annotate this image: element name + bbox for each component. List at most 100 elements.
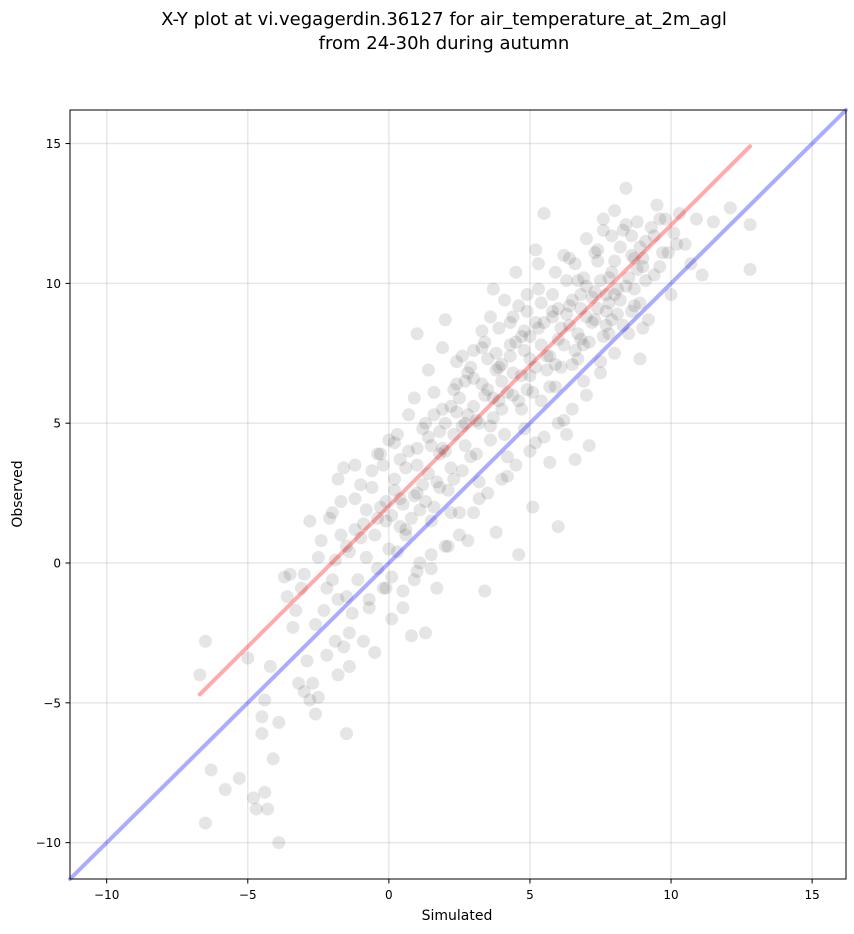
data-point-183 — [594, 274, 608, 288]
data-point-245 — [365, 481, 379, 495]
data-point-225 — [435, 341, 449, 355]
x-tick-label-2: 0 — [385, 888, 393, 902]
data-point-189 — [475, 377, 489, 391]
data-point-19 — [280, 590, 294, 604]
data-point-37 — [328, 634, 342, 648]
data-point-202 — [472, 416, 486, 430]
data-point-330 — [512, 299, 526, 313]
data-point-260 — [582, 335, 596, 349]
data-point-83 — [450, 355, 464, 369]
data-point-338 — [653, 212, 667, 226]
data-point-100 — [498, 293, 512, 307]
y-tick-label-2: 0 — [53, 557, 61, 571]
data-point-2 — [198, 816, 212, 830]
data-point-74 — [424, 514, 438, 528]
data-point-41 — [337, 640, 351, 654]
data-point-326 — [325, 506, 339, 520]
plot-area — [70, 110, 846, 879]
data-point-16 — [272, 836, 286, 850]
data-point-305 — [410, 486, 424, 500]
data-point-65 — [399, 528, 413, 542]
data-point-198 — [602, 271, 616, 285]
data-point-11 — [258, 693, 272, 707]
data-point-333 — [427, 408, 441, 422]
data-point-323 — [371, 511, 385, 525]
data-point-94 — [481, 383, 495, 397]
data-point-269 — [523, 444, 537, 458]
data-point-327 — [303, 514, 317, 528]
data-point-137 — [602, 327, 616, 341]
data-point-75 — [427, 385, 441, 399]
data-point-211 — [427, 500, 441, 514]
data-point-289 — [475, 341, 489, 355]
data-point-61 — [388, 483, 402, 497]
data-point-222 — [390, 427, 404, 441]
data-point-341 — [492, 394, 506, 408]
data-point-93 — [478, 584, 492, 598]
data-point-219 — [348, 492, 362, 506]
data-point-252 — [469, 447, 483, 461]
data-point-331 — [483, 310, 497, 324]
data-point-1 — [193, 668, 207, 682]
data-point-268 — [509, 458, 523, 472]
data-point-300 — [574, 302, 588, 316]
data-point-158 — [667, 226, 681, 240]
data-point-228 — [478, 335, 492, 349]
data-point-126 — [571, 274, 585, 288]
data-point-136 — [599, 304, 613, 318]
data-point-14 — [263, 659, 277, 673]
data-point-81 — [444, 399, 458, 413]
data-point-286 — [402, 444, 416, 458]
data-point-359 — [348, 458, 362, 472]
data-point-248 — [413, 503, 427, 517]
data-point-77 — [433, 481, 447, 495]
data-point-143 — [619, 181, 633, 195]
data-point-129 — [579, 232, 593, 246]
data-point-97 — [489, 525, 503, 539]
data-point-221 — [373, 447, 387, 461]
data-point-224 — [421, 363, 435, 377]
data-point-7 — [246, 791, 260, 805]
data-point-235 — [577, 271, 591, 285]
data-point-117 — [546, 288, 560, 302]
data-point-234 — [562, 251, 576, 265]
data-point-155 — [656, 246, 670, 260]
data-point-107 — [517, 422, 531, 436]
data-point-166 — [743, 218, 757, 232]
data-point-313 — [636, 260, 650, 274]
data-point-56 — [373, 500, 387, 514]
data-point-244 — [354, 531, 368, 545]
data-point-282 — [608, 346, 622, 360]
data-point-325 — [334, 528, 348, 542]
data-point-69 — [410, 327, 424, 341]
data-point-142 — [616, 318, 630, 332]
data-point-201 — [444, 461, 458, 475]
data-point-161 — [684, 257, 698, 271]
data-point-295 — [435, 402, 449, 416]
data-point-160 — [678, 237, 692, 251]
data-point-216 — [568, 343, 582, 357]
data-point-111 — [529, 316, 543, 330]
data-point-239 — [633, 240, 647, 254]
data-point-336 — [596, 223, 610, 237]
data-point-15 — [266, 752, 280, 766]
data-point-328 — [297, 567, 311, 581]
data-point-299 — [546, 304, 560, 318]
data-point-31 — [311, 690, 325, 704]
data-point-360 — [371, 447, 385, 461]
data-point-82 — [447, 472, 461, 486]
data-point-38 — [331, 592, 345, 606]
data-point-357 — [424, 562, 438, 576]
data-point-179 — [537, 316, 551, 330]
data-point-365 — [486, 391, 500, 405]
data-point-367 — [543, 349, 557, 363]
data-point-18 — [277, 570, 291, 584]
data-point-240 — [647, 229, 661, 243]
data-point-63 — [393, 453, 407, 467]
data-point-298 — [517, 324, 531, 338]
data-point-105 — [512, 548, 526, 562]
data-point-348 — [472, 475, 486, 489]
data-point-321 — [619, 279, 633, 293]
data-point-342 — [520, 383, 534, 397]
data-point-30 — [308, 707, 322, 721]
